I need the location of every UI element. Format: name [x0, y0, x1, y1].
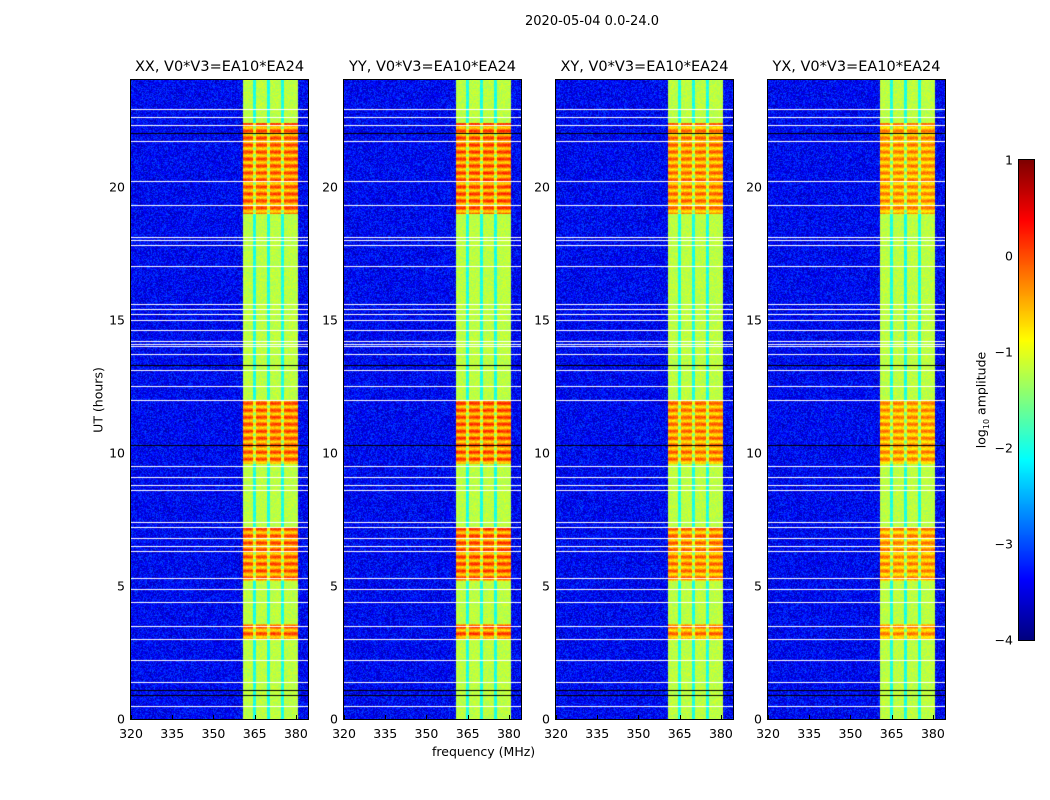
- colorbar: [1018, 159, 1035, 641]
- x-tick-label: 320: [756, 726, 780, 741]
- colorbar-tick-label: 0: [1005, 248, 1013, 264]
- x-tick-mark: [556, 715, 557, 719]
- y-tick-label: 0: [754, 711, 762, 727]
- x-tick-label: 320: [332, 726, 356, 741]
- colorbar-tick-label: −2: [994, 440, 1013, 456]
- x-tick-label: 335: [160, 726, 185, 741]
- x-tick-label: 380: [920, 726, 945, 741]
- y-tick-label: 15: [109, 312, 125, 328]
- y-tick-label: 20: [746, 179, 762, 194]
- x-tick-label: 335: [585, 726, 610, 741]
- x-tick-label: 380: [708, 726, 733, 741]
- spectrogram-image: [344, 80, 521, 719]
- x-tick-mark: [172, 715, 174, 719]
- x-tick-label: 365: [667, 726, 692, 741]
- y-tick-label: 10: [746, 445, 762, 461]
- x-tick-mark: [768, 715, 769, 719]
- x-tick-mark: [891, 715, 893, 719]
- x-tick-label: 380: [496, 726, 521, 741]
- spectrogram-image: [768, 80, 945, 719]
- y-tick-label: 0: [542, 711, 550, 727]
- spectrogram-panel: [343, 79, 522, 720]
- spectrogram-image: [556, 80, 733, 719]
- y-tick-label: 5: [117, 578, 125, 594]
- x-tick-mark: [679, 715, 681, 719]
- y-tick-label: 15: [534, 312, 550, 328]
- x-tick-mark: [213, 715, 215, 719]
- y-tick-label: 5: [542, 578, 550, 594]
- spectrogram-image: [131, 80, 308, 719]
- x-tick-mark: [638, 715, 640, 719]
- x-tick-label: 335: [797, 726, 822, 741]
- y-tick-label: 0: [330, 711, 338, 727]
- x-tick-label: 335: [373, 726, 398, 741]
- x-tick-label: 365: [242, 726, 267, 741]
- y-tick-label: 0: [117, 711, 125, 727]
- x-tick-mark: [720, 715, 722, 719]
- x-tick-mark: [932, 715, 934, 719]
- y-tick-label: 5: [754, 578, 762, 594]
- y-tick-label: 20: [534, 179, 550, 194]
- x-tick-label: 380: [283, 726, 308, 741]
- x-tick-label: 350: [414, 726, 439, 741]
- panel-title: XY, V0*V3=EA10*EA24: [560, 59, 729, 75]
- y-tick-label: 10: [109, 445, 125, 461]
- x-tick-label: 350: [626, 726, 651, 741]
- x-tick-mark: [344, 715, 345, 719]
- x-tick-mark: [385, 715, 387, 719]
- x-tick-mark: [254, 715, 256, 719]
- x-tick-label: 320: [544, 726, 568, 741]
- x-tick-label: 350: [838, 726, 863, 741]
- y-axis-label: UT (hours): [90, 367, 106, 433]
- x-tick-mark: [597, 715, 599, 719]
- colorbar-label: log10 amplitude: [973, 351, 991, 449]
- y-tick-label: 20: [322, 179, 338, 194]
- panel-title: XX, V0*V3=EA10*EA24: [134, 59, 305, 75]
- x-axis-label: frequency (MHz): [432, 744, 536, 759]
- panel-title: YY, V0*V3=EA10*EA24: [349, 59, 516, 75]
- spectrogram-panel: [767, 79, 946, 720]
- x-tick-mark: [295, 715, 297, 719]
- spectrogram-panel: [130, 79, 309, 720]
- y-tick-label: 15: [322, 312, 338, 328]
- colorbar-tick-label: −4: [994, 632, 1013, 648]
- x-tick-mark: [426, 715, 428, 719]
- x-tick-mark: [809, 715, 811, 719]
- spectrogram-panel: [555, 79, 734, 720]
- x-tick-mark: [467, 715, 469, 719]
- x-tick-mark: [850, 715, 852, 719]
- x-tick-label: 350: [201, 726, 226, 741]
- x-tick-label: 365: [879, 726, 904, 741]
- colorbar-tick-label: −3: [994, 536, 1013, 552]
- x-tick-mark: [508, 715, 510, 719]
- x-tick-label: 365: [455, 726, 480, 741]
- y-tick-label: 15: [746, 312, 762, 328]
- y-tick-label: 20: [109, 179, 125, 194]
- x-tick-mark: [131, 715, 132, 719]
- colorbar-tick-label: 1: [1005, 152, 1013, 168]
- y-tick-label: 5: [330, 578, 338, 594]
- y-tick-label: 10: [534, 445, 550, 461]
- panel-title: YX, V0*V3=EA10*EA24: [772, 59, 941, 75]
- y-tick-label: 10: [322, 445, 338, 461]
- x-tick-label: 320: [119, 726, 143, 741]
- figure-title: 2020-05-04 0.0-24.0: [525, 14, 659, 29]
- colorbar-tick-label: −1: [994, 344, 1013, 360]
